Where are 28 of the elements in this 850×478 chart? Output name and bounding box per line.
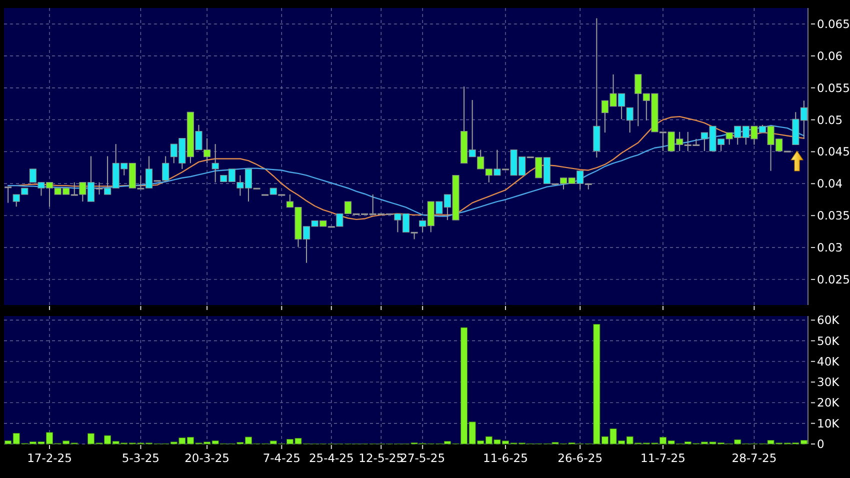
y-tick-label: 10K xyxy=(817,416,840,430)
candlestick xyxy=(212,144,219,183)
y-tick-label: 60K xyxy=(817,313,840,328)
x-tick-label: 7-4-25 xyxy=(262,451,300,465)
y-tick-label: 0.025 xyxy=(817,272,850,286)
x-tick-label: 20-3-25 xyxy=(184,451,230,465)
y-tick-label: 0.035 xyxy=(817,208,850,223)
x-tick-label: 26-6-25 xyxy=(558,451,603,465)
y-tick-label: 0.04 xyxy=(817,176,843,191)
y-tick-label: 0.065 xyxy=(817,16,850,31)
x-tick-label: 28-7-25 xyxy=(732,451,777,465)
x-tick-label: 11-7-25 xyxy=(640,451,686,465)
y-tick-label: 0.06 xyxy=(817,48,843,63)
y-tick-label: 20K xyxy=(817,396,840,410)
y-tick-label: 30K xyxy=(817,375,840,390)
y-tick-label: 0.03 xyxy=(817,240,843,255)
y-tick-label: 0.055 xyxy=(817,80,850,95)
y-tick-label: 50K xyxy=(817,334,840,348)
y-tick-label: 40K xyxy=(817,354,840,368)
x-tick-label: 11-6-25 xyxy=(483,451,528,465)
y-tick-label: 0.045 xyxy=(817,144,850,159)
candlestick xyxy=(626,107,634,134)
candlestick xyxy=(4,186,12,204)
x-tick-label: 25-4-25 xyxy=(308,451,354,465)
x-tick-label: 17-2-25 xyxy=(27,451,72,465)
x-tick-label: 5-3-25 xyxy=(122,451,160,465)
y-tick-label: 0.05 xyxy=(817,112,843,127)
y-tick-label: 0 xyxy=(817,437,824,452)
